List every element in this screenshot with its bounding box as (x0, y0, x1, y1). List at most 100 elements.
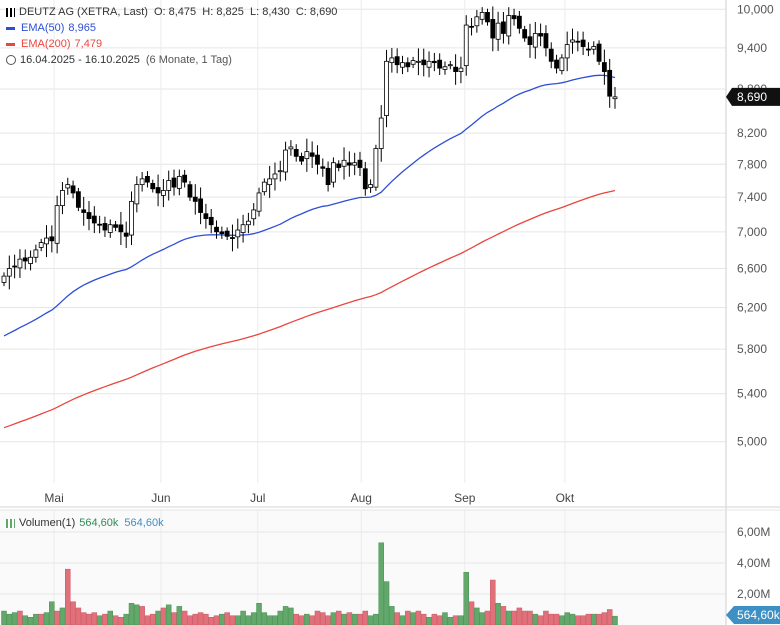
volume-bar (335, 610, 342, 625)
volume-bar (569, 613, 576, 625)
candle-body (145, 175, 150, 183)
volume-bar (612, 615, 618, 625)
volume-bar (442, 612, 448, 625)
candle-body (129, 200, 134, 236)
ema50-legend: EMA(50) 8,965 (6, 22, 102, 34)
volume-bar (420, 613, 427, 625)
candle-body (527, 36, 533, 45)
candle-body (38, 242, 44, 248)
volume-bar (27, 616, 34, 625)
candle-body (208, 216, 214, 226)
candle-body (261, 181, 267, 193)
candle-body (501, 21, 506, 34)
volume-bar (601, 612, 608, 625)
candle-body (554, 59, 559, 69)
price-axis-tick-label: 9,400 (737, 41, 767, 55)
volume-bar (346, 612, 353, 625)
volume-bar (277, 610, 284, 625)
candle-body (283, 149, 288, 173)
candle-body (240, 224, 246, 233)
volume-bar (171, 612, 177, 625)
volume-bar (176, 606, 183, 625)
volume-bar (256, 603, 262, 625)
candle-body (309, 152, 315, 157)
ema50-label: EMA(50) (21, 22, 65, 34)
volume-label: Volumen(1) (19, 517, 76, 529)
volume-bar (160, 607, 167, 625)
clock-icon (6, 55, 16, 66)
volume-bar (139, 606, 145, 625)
candle-body (123, 232, 129, 237)
candle-body (538, 33, 544, 37)
volume-bar (479, 612, 485, 625)
volume-bar (516, 607, 523, 625)
volume-bar (107, 610, 114, 625)
candle-body (1, 275, 7, 283)
ema200-swatch-icon (6, 42, 15, 46)
volume-bar (224, 612, 230, 625)
candle-body (596, 43, 602, 62)
price-legend-row: DEUTZ AG (XETRA, Last) O: 8,475 H: 8,825 … (6, 6, 343, 18)
volume-bar (357, 613, 363, 625)
candle-body (65, 184, 71, 189)
volume-bar (373, 613, 379, 625)
candle-body (155, 187, 161, 194)
volume-bar (229, 615, 236, 625)
time-axis-tick-label: Jun (151, 491, 170, 505)
volume-bar (192, 613, 199, 625)
ema200-legend: EMA(200) 7,479 (6, 38, 108, 50)
candle-body (33, 249, 39, 258)
volume-bar (431, 613, 438, 625)
candle-body (570, 39, 575, 43)
volume-bar (596, 613, 602, 625)
candle-body (548, 48, 554, 62)
candle-body (299, 155, 304, 162)
volume-bar (537, 615, 544, 625)
candle-body (485, 12, 490, 23)
candle-body (293, 149, 299, 157)
candle-body (543, 33, 549, 49)
candle-body (166, 180, 172, 191)
candle-body (352, 162, 358, 166)
candle-body (203, 213, 209, 219)
volume-bar (521, 610, 528, 625)
candle-body (17, 258, 23, 269)
candle-body (134, 184, 140, 205)
volume-bar (505, 610, 512, 625)
candle-body (315, 154, 320, 165)
candle-body (341, 159, 347, 167)
ema50-swatch-icon (6, 26, 15, 30)
candle-body (442, 66, 448, 70)
candle-body (612, 96, 618, 100)
candle-body (607, 69, 613, 97)
volume-bar (197, 612, 204, 625)
candle-body (559, 57, 565, 72)
volume-bar (65, 568, 71, 625)
volume-bar (293, 613, 299, 625)
candle-body (107, 224, 113, 233)
volume-bar (367, 615, 374, 625)
candle-body (230, 237, 235, 239)
price-axis-tick-label: 7,000 (737, 225, 767, 239)
candle-body (235, 229, 241, 238)
volume-bar (91, 612, 98, 625)
candle-body (580, 39, 586, 47)
candle-body (479, 12, 485, 20)
volume-bar (59, 607, 66, 625)
candle-body (437, 59, 443, 69)
candle-body (304, 151, 310, 160)
volume-bar (575, 615, 581, 625)
volume-bar (405, 610, 411, 625)
candle-body (6, 268, 12, 277)
volume-bar (33, 613, 39, 625)
volume-panel-background (0, 510, 726, 625)
candle-body (431, 60, 437, 64)
volume-axis-tick-label: 2,00M (737, 587, 770, 601)
candle-body (506, 15, 512, 37)
candle-body (389, 57, 395, 63)
legend-candle-icon (6, 7, 15, 17)
candle-body (325, 167, 331, 186)
volume-bar (17, 610, 23, 625)
candle-body (410, 60, 416, 65)
time-axis-tick-label: Aug (351, 491, 372, 505)
